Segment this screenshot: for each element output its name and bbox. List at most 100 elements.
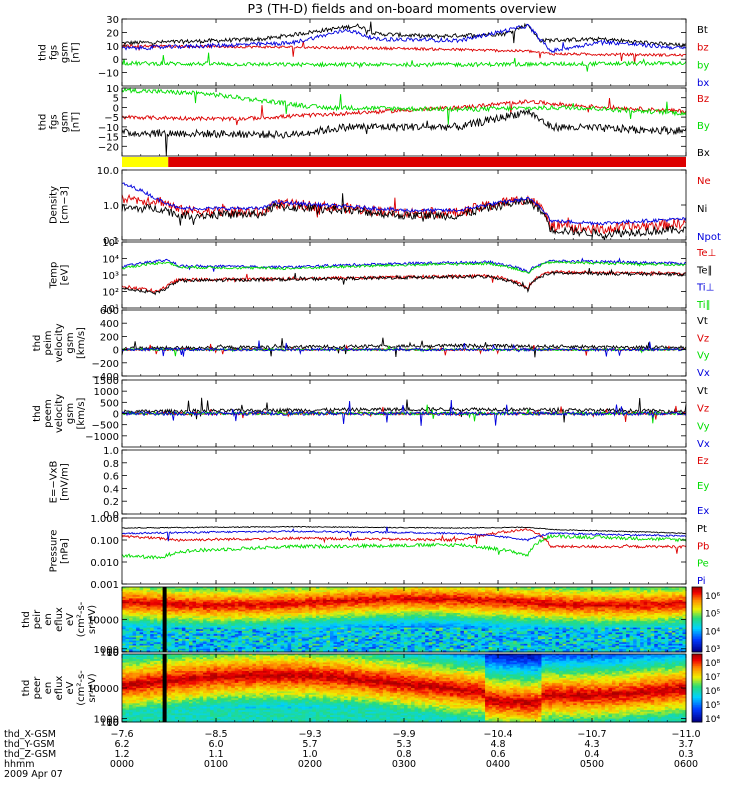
y-tick-label: 0.8 [103,459,119,470]
y-axis-label: peer [32,676,43,700]
series-line-By [121,86,687,125]
y-axis-label: peim [43,330,54,355]
panel-2 [122,157,687,167]
y-tick-label: 500 [100,398,119,409]
x-tick-label-zgsm: 0.3 [678,749,693,760]
y-axis-label: thd [21,680,32,697]
panel-4 [121,241,687,309]
series-line-Vx [121,399,687,426]
y-tick-label: 10.0 [97,166,119,177]
x-tick-label-ygsm: 6.0 [208,739,223,750]
x-tick-label-zgsm: 1.2 [114,749,129,760]
y-tick-label: 1000 [94,715,119,726]
y-tick-label: 10000 [87,684,119,695]
colorbar-label: 10⁶ [705,592,720,602]
x-tick-label-time: 0300 [392,759,416,770]
series-line-Vt [121,337,687,358]
legend-entry: Ne [697,176,711,187]
y-axis-label: eV [65,613,76,626]
colorbar-frame [691,586,703,653]
y-axis-label: Temp [49,262,60,290]
x-tick-label-xgsm: −8.5 [204,729,227,740]
legend-entry: Te⊥ [696,248,716,259]
series-line-Bz [121,97,687,126]
y-tick-label: 10000 [87,616,119,627]
legend-entry: Te∥ [696,265,713,276]
series-line-Ti∥ [121,260,687,274]
y-axis-label: [km/s] [76,397,87,429]
x-tick-label-zgsm: 0.8 [396,749,411,760]
y-axis-label: gsm [60,42,71,63]
y-axis-label: Pressure [49,530,60,573]
panel-7 [121,449,687,515]
bar-segment-red [168,157,687,167]
panel-0 [121,18,687,87]
y-axis-label: thd [32,405,43,422]
x-tick-label-zgsm: 0.4 [584,749,599,760]
y-tick-label: 5 [113,94,119,105]
legend-entry: Bx [697,148,710,159]
y-axis-label: eflux [54,676,65,701]
legend-entry: Ti⊥ [696,283,714,294]
y-axis-label: [cm−3] [60,186,71,224]
y-axis-label: [nPa] [60,538,71,564]
legend-entry: Pe [697,559,709,570]
y-axis-label: eflux [54,607,65,632]
x-tick-label-time: 0500 [580,759,604,770]
y-axis-label: en [43,682,54,695]
legend-entry: Vx [697,368,710,379]
panel-frame [121,18,687,87]
y-tick-label: −10 [98,69,119,80]
y-tick-label: 0.001 [90,580,119,591]
x-tick-label-ygsm: 5.7 [302,739,317,750]
bar-segment-yellow [122,157,169,167]
data-gap-bar [162,654,167,722]
y-tick-label: 100 [100,718,119,729]
colorbar [691,653,703,723]
y-tick-label: −5 [104,113,119,124]
y-axis-label: thd [38,114,49,131]
y-axis-label: gsm [60,111,71,132]
legend-entry: Pt [697,524,707,535]
y-tick-label: 0.2 [103,497,119,508]
y-tick-label: 0.1 [103,236,119,247]
figure-title: P3 (TH-D) fields and on-board moments ov… [247,1,556,16]
legend-entry: Vt [697,386,708,397]
y-axis-label: fgs [49,114,60,129]
series-line-Ti⊥ [121,257,687,274]
panel-5 [121,309,687,377]
y-tick-label: −20 [98,142,119,153]
legend-entry: Ey [697,481,709,492]
y-tick-label: 0.010 [90,558,119,569]
y-tick-label: 0 [113,410,119,421]
series-line-Pb [121,528,687,554]
legend-entry: by [697,60,709,71]
y-axis-label: Density [49,186,60,224]
x-tick-label-time: 0400 [486,759,510,770]
legend-entry: Vy [697,351,710,362]
x-tick-label-ygsm: 4.3 [584,739,599,750]
series-line-Pt [121,525,687,535]
y-tick-label: 10³ [102,271,119,282]
series-line-Vx [121,340,687,357]
y-axis-label: [km/s] [76,327,87,359]
legend-entry: Ti∥ [696,300,711,311]
y-tick-label: 0.6 [103,472,119,483]
colorbar-label: 10³ [705,645,720,655]
y-tick-label: 1.000 [90,514,119,525]
x-axis-row-label: thd_X-GSM [4,729,56,740]
panel-8 [121,517,687,585]
legend-entry: By [697,121,710,132]
x-tick-label-zgsm: 1.0 [302,749,317,760]
x-tick-label-xgsm: −9.3 [298,729,321,740]
y-tick-label: 400 [100,319,119,330]
y-tick-label: −200 [92,359,119,370]
y-tick-label: −15 [98,133,119,144]
legend-entry: Vy [697,421,710,432]
y-tick-label: 30 [106,15,119,26]
x-tick-label-zgsm: 1.1 [208,749,223,760]
y-axis-label: gsm [65,403,76,424]
y-axis-label: peem [43,399,54,427]
y-tick-label: −1000 [85,432,119,443]
